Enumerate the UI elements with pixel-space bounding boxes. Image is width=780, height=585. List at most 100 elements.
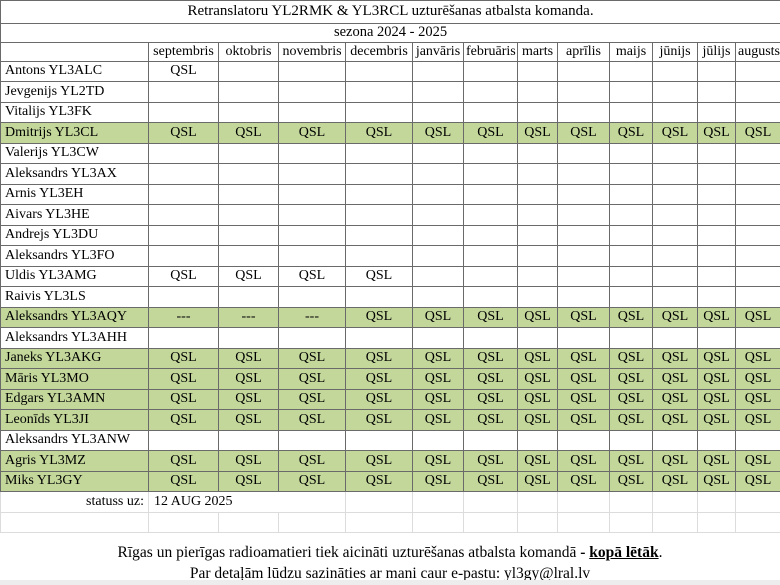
- qsl-cell: [517, 245, 558, 267]
- table-row: Aivars YL3HE: [0, 204, 780, 226]
- qsl-cell: QSL: [517, 409, 558, 431]
- qsl-cell: QSL: [148, 368, 219, 390]
- footer-invitation-line: Rīgas un pierīgas radioamatieri tiek aic…: [0, 542, 780, 563]
- qsl-cell: [609, 429, 653, 451]
- qsl-cell: QSL: [697, 347, 736, 369]
- status-date: 12 AUG 2025: [148, 491, 346, 513]
- qsl-cell: [148, 101, 219, 123]
- member-name: Vitalijs YL3FK: [0, 101, 149, 123]
- qsl-cell: [148, 204, 219, 226]
- qsl-cell: QSL: [609, 347, 653, 369]
- qsl-cell: QSL: [557, 470, 610, 492]
- empty-grid-row: [0, 511, 780, 533]
- qsl-cell: QSL: [557, 347, 610, 369]
- table-row: Miks YL3GY QSL QSL QSL QSL QSL QSL QSL QSL QSL QSL…: [0, 470, 780, 492]
- qsl-cell: [517, 327, 558, 349]
- qsl-cell: [557, 101, 610, 123]
- qsl-cell: QSL: [345, 450, 413, 472]
- month-header: aprīlis: [557, 42, 610, 62]
- qsl-cell: QSL: [609, 388, 653, 410]
- qsl-cell: [517, 224, 558, 246]
- qsl-cell: QSL: [148, 60, 219, 82]
- qsl-cell: [148, 183, 219, 205]
- qsl-cell: [697, 327, 736, 349]
- qsl-cell: QSL: [148, 388, 219, 410]
- empty-cell: [463, 491, 518, 513]
- qsl-cell: [345, 429, 413, 451]
- qsl-cell: [734, 183, 780, 205]
- qsl-cell: QSL: [463, 347, 518, 369]
- qsl-cell: [345, 327, 413, 349]
- qsl-cell: QSL: [652, 470, 698, 492]
- qsl-cell: [463, 265, 518, 287]
- qsl-cell: [148, 245, 219, 267]
- qsl-cell: [345, 163, 413, 185]
- qsl-cell: [557, 265, 610, 287]
- qsl-cell: QSL: [652, 122, 698, 144]
- table-row: Edgars YL3AMN QSL QSL QSL QSL QSL QSL QSL QSL QSL…: [0, 388, 780, 410]
- qsl-cell: QSL: [517, 347, 558, 369]
- table-row: Aleksandrs YL3ANW: [0, 429, 780, 451]
- table-row: Agris YL3MZ QSL QSL QSL QSL QSL QSL QSL QSL QSL QS…: [0, 450, 780, 472]
- qsl-cell: QSL: [345, 265, 413, 287]
- qsl-cell: ---: [278, 306, 346, 328]
- qsl-cell: QSL: [517, 122, 558, 144]
- qsl-cell: QSL: [734, 368, 780, 390]
- qsl-cell: [652, 81, 698, 103]
- qsl-cell: QSL: [652, 368, 698, 390]
- qsl-cell: QSL: [557, 368, 610, 390]
- qsl-cell: [412, 327, 464, 349]
- qsl-cell: [609, 183, 653, 205]
- months-header-row: septembris oktobris novembris decembris janv…: [0, 42, 780, 62]
- qsl-cell: QSL: [609, 122, 653, 144]
- month-header: jūlijs: [697, 42, 736, 62]
- footer-dash: -: [580, 544, 590, 561]
- qsl-cell: QSL: [218, 265, 279, 287]
- qsl-cell: QSL: [148, 470, 219, 492]
- qsl-cell: [609, 286, 653, 308]
- qsl-cell: [652, 101, 698, 123]
- qsl-cell: [278, 60, 346, 82]
- qsl-cell: [734, 286, 780, 308]
- table-row: Uldis YL3AMG QSL QSL QSL QSL: [0, 265, 780, 287]
- qsl-cell: [697, 224, 736, 246]
- qsl-cell: [517, 204, 558, 226]
- qsl-cell: QSL: [609, 409, 653, 431]
- footer-contact-line: Par detaļām lūdzu sazināties ar mani cau…: [189, 565, 591, 582]
- table-row: Dmitrijs YL3CL QSL QSL QSL QSL QSL QSL QSL QSL QS…: [0, 122, 780, 144]
- qsl-cell: [609, 81, 653, 103]
- qsl-cell: [148, 224, 219, 246]
- table-row: Aleksandrs YL3AX: [0, 163, 780, 185]
- qsl-cell: QSL: [734, 388, 780, 410]
- qsl-cell: [734, 265, 780, 287]
- qsl-cell: [412, 101, 464, 123]
- empty-cell: [734, 491, 780, 513]
- table-row: Aleksandrs YL3AHH: [0, 327, 780, 349]
- qsl-cell: [697, 265, 736, 287]
- qsl-cell: [218, 163, 279, 185]
- qsl-cell: [697, 286, 736, 308]
- qsl-cell: [609, 224, 653, 246]
- qsl-cell: [734, 327, 780, 349]
- qsl-cell: [278, 327, 346, 349]
- qsl-support-table: Retranslatoru YL2RMK & YL3RCL uzturēšana…: [0, 0, 780, 533]
- qsl-cell: QSL: [697, 450, 736, 472]
- qsl-cell: [345, 101, 413, 123]
- month-header: maijs: [609, 42, 653, 62]
- qsl-cell: [463, 163, 518, 185]
- qsl-cell: [517, 163, 558, 185]
- qsl-cell: [697, 245, 736, 267]
- qsl-cell: QSL: [278, 347, 346, 369]
- empty-cell: [412, 511, 464, 533]
- qsl-cell: [148, 429, 219, 451]
- qsl-cell: QSL: [463, 122, 518, 144]
- qsl-cell: [278, 142, 346, 164]
- empty-cell: [278, 511, 346, 533]
- qsl-cell: [609, 60, 653, 82]
- empty-cell: [463, 511, 518, 533]
- qsl-cell: [697, 60, 736, 82]
- qsl-cell: QSL: [218, 450, 279, 472]
- empty-cell: [697, 511, 736, 533]
- qsl-cell: [148, 327, 219, 349]
- qsl-cell: QSL: [463, 409, 518, 431]
